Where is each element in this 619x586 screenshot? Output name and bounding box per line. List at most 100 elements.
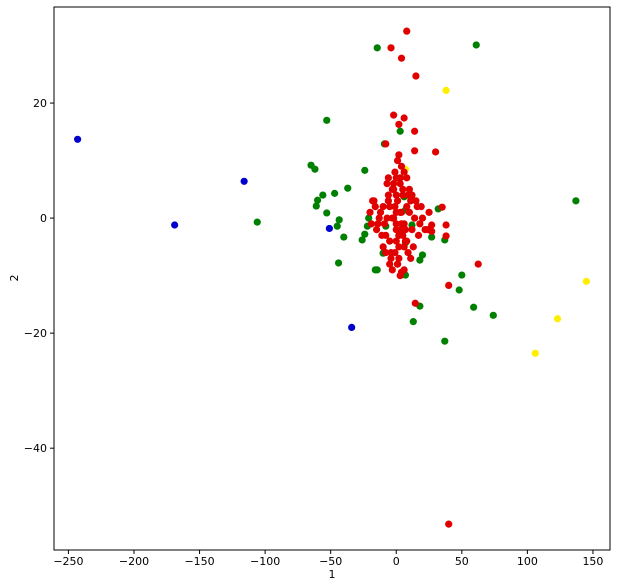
point [572, 197, 580, 205]
point [319, 191, 327, 199]
point [400, 114, 408, 122]
point [445, 281, 453, 290]
point [365, 214, 373, 222]
plot-area [54, 7, 610, 550]
axes-frame [53, 6, 611, 551]
point [340, 233, 348, 241]
point [371, 202, 379, 211]
point [390, 179, 398, 188]
point [386, 237, 394, 245]
point [397, 220, 406, 228]
point [397, 54, 406, 62]
x-tick-label: 0 [393, 555, 400, 568]
x-tick-label: −50 [319, 555, 342, 568]
point [379, 243, 387, 251]
point [373, 44, 381, 52]
point [428, 233, 436, 241]
point [323, 209, 331, 217]
point [397, 208, 406, 216]
point [403, 27, 411, 35]
point [348, 323, 356, 331]
x-tick-label: −200 [119, 555, 149, 568]
point [312, 202, 320, 210]
point [411, 127, 419, 135]
point [416, 256, 424, 264]
y-tick-label: 0 [40, 212, 47, 225]
point [412, 72, 420, 80]
point [409, 318, 417, 326]
x-tick-label: −250 [53, 555, 83, 568]
point [411, 147, 419, 155]
point [438, 203, 446, 211]
point [383, 214, 391, 222]
point [391, 249, 399, 257]
point [384, 191, 392, 199]
point [375, 214, 383, 222]
point [472, 41, 480, 49]
x-tick-label: 50 [455, 555, 469, 568]
point [391, 168, 399, 176]
point [396, 174, 404, 182]
point [382, 249, 390, 257]
point [334, 259, 343, 267]
point [417, 202, 425, 211]
point [390, 111, 398, 119]
point [372, 226, 381, 234]
point [418, 214, 427, 222]
point [323, 116, 331, 124]
point [441, 337, 449, 345]
point [386, 202, 394, 211]
point [367, 220, 375, 228]
x-tick-label: −100 [250, 555, 280, 568]
point [387, 254, 395, 262]
point [399, 185, 407, 193]
point [442, 221, 450, 229]
point [393, 197, 402, 205]
point [384, 197, 392, 205]
point [171, 221, 179, 229]
x-tick-label: −150 [184, 555, 214, 568]
point [395, 120, 403, 128]
point [403, 202, 411, 211]
point [313, 196, 322, 204]
y-tick-label: −20 [24, 327, 47, 340]
point [378, 231, 386, 239]
point [400, 266, 408, 274]
point [553, 315, 562, 323]
point [370, 197, 378, 205]
point [411, 214, 419, 222]
point [424, 226, 432, 234]
point [358, 236, 366, 244]
point [445, 520, 453, 528]
y-axis-label: 2 [8, 275, 21, 282]
point [405, 185, 413, 193]
x-axis-label: 1 [329, 568, 336, 581]
point [531, 349, 539, 357]
point [395, 243, 403, 251]
point [399, 191, 407, 199]
point [361, 230, 369, 238]
point [333, 222, 341, 230]
point [393, 156, 402, 165]
point [408, 191, 416, 199]
point [474, 260, 482, 268]
point [407, 197, 415, 205]
point [382, 140, 390, 148]
point [396, 127, 404, 135]
point [390, 214, 398, 222]
point [379, 202, 387, 211]
point [380, 220, 389, 228]
point [395, 254, 403, 262]
point [325, 224, 333, 233]
point [416, 220, 424, 228]
point [392, 191, 400, 199]
point [442, 86, 450, 95]
point [392, 237, 400, 245]
point [344, 184, 352, 192]
point [442, 232, 450, 240]
point [392, 226, 400, 234]
point [405, 208, 413, 216]
x-tick-label: 150 [582, 555, 603, 568]
point [400, 243, 408, 251]
